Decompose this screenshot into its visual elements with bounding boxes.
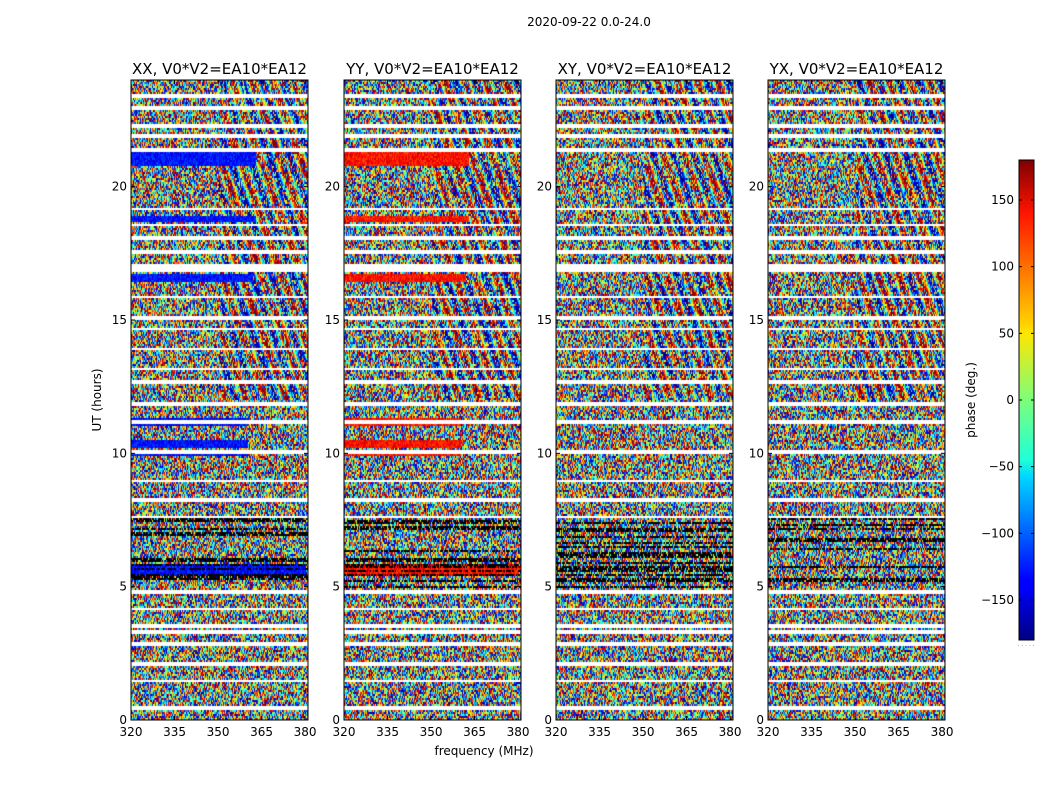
colorbar-label: phase (deg.) (964, 362, 978, 438)
panel-xx: XX, V0*V2=EA10*EA12 320 335 350 365 380 0 5 10 15… (112, 60, 317, 739)
y-tick-label: 10 (325, 446, 340, 460)
x-tick-label: 365 (463, 725, 486, 739)
y-tick-label: 5 (332, 580, 340, 594)
x-tick-label: 365 (887, 725, 910, 739)
y-tick-label: 10 (749, 446, 764, 460)
x-tick-label: 350 (844, 725, 867, 739)
heatmap-yx (768, 80, 945, 720)
heatmap-yy (344, 80, 521, 720)
axes-frame (767, 79, 946, 721)
y-tick-label: 15 (325, 313, 340, 327)
panel-title: YX, V0*V2=EA10*EA12 (769, 60, 944, 78)
heatmap-xy (556, 80, 733, 720)
colorbar-footnote: · · · · · (1017, 643, 1034, 650)
panel-xy: XY, V0*V2=EA10*EA12 320 335 350 365 380 0 5 10 15… (537, 60, 742, 739)
colorbar-tick-label: 0 (1006, 393, 1014, 407)
colorbar-ticks: 150 100 50 0 −50 −100 −150 (981, 193, 1034, 607)
y-tick-label: 10 (537, 446, 552, 460)
x-tick-label: 320 (120, 725, 143, 739)
panel-yx: YX, V0*V2=EA10*EA12 320 335 350 365 380 0 5 10 15… (749, 60, 954, 739)
x-tick-label: 380 (719, 725, 742, 739)
y-tick-label: 5 (544, 580, 552, 594)
panel-title: XY, V0*V2=EA10*EA12 (558, 60, 732, 78)
x-tick-label: 380 (507, 725, 530, 739)
axes-frame (130, 79, 309, 721)
x-tick-label: 335 (588, 725, 611, 739)
x-tick-label: 320 (333, 725, 356, 739)
x-tick-label: 380 (931, 725, 954, 739)
x-tick-label: 335 (163, 725, 186, 739)
colorbar-tick-label: −50 (989, 460, 1014, 474)
colorbar-tick-label: 100 (991, 260, 1014, 274)
colorbar-tick-label: 150 (991, 193, 1014, 207)
y-tick-label: 20 (537, 180, 552, 194)
axes-frame (555, 79, 734, 721)
heatmap-xx (131, 80, 308, 720)
y-tick-label: 0 (544, 713, 552, 727)
y-tick-label: 0 (756, 713, 764, 727)
y-tick-label: 20 (749, 180, 764, 194)
colorbar: 150 100 50 0 −50 −100 −150 phase (deg.) · · · … (964, 159, 1035, 650)
y-tick-label: 10 (112, 446, 127, 460)
x-tick-label: 335 (376, 725, 399, 739)
x-tick-label: 380 (294, 725, 317, 739)
panels-group: XX, V0*V2=EA10*EA12 320 335 350 365 380 0 5 10 15… (112, 60, 954, 739)
x-tick-label: 335 (800, 725, 823, 739)
y-tick-label: 20 (112, 180, 127, 194)
y-tick-label: 15 (537, 313, 552, 327)
x-axis-label: frequency (MHz) (434, 744, 533, 758)
colorbar-tick-label: −100 (981, 526, 1014, 540)
panel-yy: YY, V0*V2=EA10*EA12 320 335 350 365 380 0 5 10 15… (325, 60, 530, 739)
y-tick-label: 15 (749, 313, 764, 327)
x-tick-label: 365 (250, 725, 273, 739)
panel-title: YY, V0*V2=EA10*EA12 (345, 60, 519, 78)
y-tick-label: 20 (325, 180, 340, 194)
y-tick-label: 0 (119, 713, 127, 727)
y-tick-label: 15 (112, 313, 127, 327)
x-tick-label: 350 (420, 725, 443, 739)
y-axis-label: UT (hours) (90, 368, 104, 431)
x-tick-label: 320 (545, 725, 568, 739)
figure-suptitle: 2020-09-22 0.0-24.0 (527, 15, 651, 29)
y-tick-label: 5 (119, 580, 127, 594)
x-tick-label: 320 (757, 725, 780, 739)
y-tick-label: 0 (332, 713, 340, 727)
colorbar-tick-label: −150 (981, 593, 1014, 607)
colorbar-tick-label: 50 (999, 326, 1014, 340)
x-tick-label: 365 (675, 725, 698, 739)
x-tick-label: 350 (632, 725, 655, 739)
x-tick-label: 350 (207, 725, 230, 739)
axes-frame (343, 79, 522, 721)
panel-title: XX, V0*V2=EA10*EA12 (132, 60, 307, 78)
y-tick-label: 5 (756, 580, 764, 594)
